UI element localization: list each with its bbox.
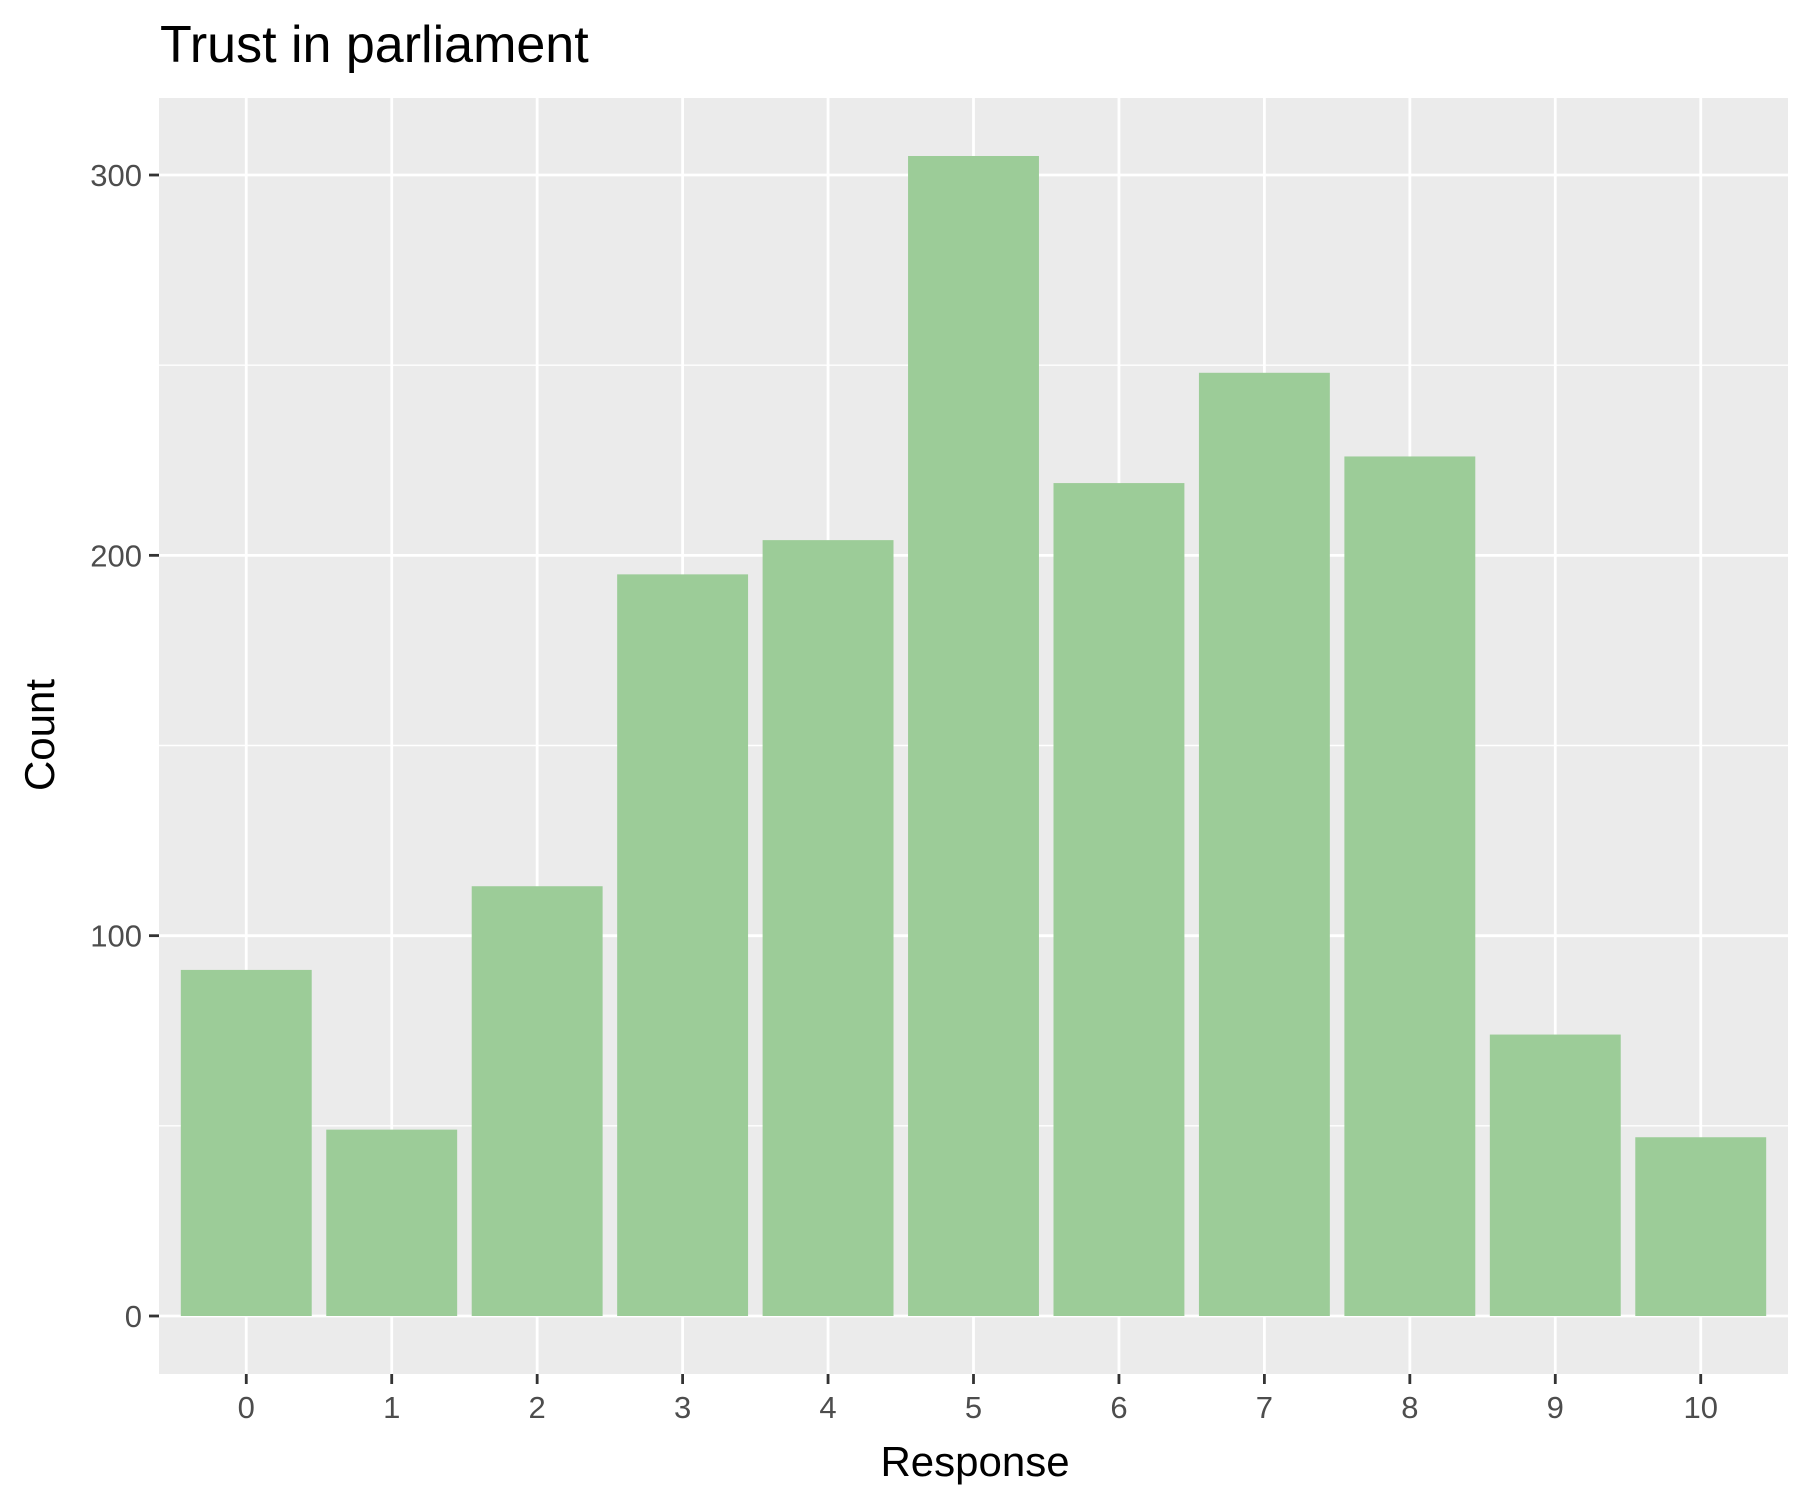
x-tick-label: 1 bbox=[383, 1390, 400, 1425]
x-tick-label: 6 bbox=[1110, 1390, 1127, 1425]
bar-9 bbox=[1489, 1034, 1621, 1316]
y-tick-label: 300 bbox=[90, 158, 142, 193]
bar-2 bbox=[471, 886, 603, 1316]
y-tick-label: 100 bbox=[90, 919, 142, 954]
y-tick-label: 200 bbox=[90, 538, 142, 573]
x-tick-label: 7 bbox=[1256, 1390, 1273, 1425]
x-tick-label: 3 bbox=[674, 1390, 691, 1425]
x-tick-label: 0 bbox=[238, 1390, 255, 1425]
x-axis: 0 1 2 3 4 5 6 7 8 9 10 bbox=[238, 1374, 1718, 1425]
x-tick-label: 2 bbox=[529, 1390, 546, 1425]
bar-1 bbox=[326, 1129, 458, 1316]
bar-0 bbox=[180, 969, 312, 1316]
bar-5 bbox=[908, 156, 1039, 1316]
y-axis: 0 100 200 300 bbox=[90, 158, 159, 1334]
x-tick-label: 10 bbox=[1683, 1390, 1717, 1425]
x-axis-title: Response bbox=[880, 1438, 1069, 1485]
x-tick-label: 9 bbox=[1547, 1390, 1564, 1425]
x-tick-label: 5 bbox=[965, 1390, 982, 1425]
x-tick-label: 8 bbox=[1401, 1390, 1418, 1425]
chart-title: Trust in parliament bbox=[160, 16, 589, 74]
x-tick-label: 4 bbox=[819, 1390, 836, 1425]
bar-10 bbox=[1635, 1137, 1767, 1316]
bar-8 bbox=[1344, 456, 1476, 1317]
y-axis-title: Count bbox=[16, 679, 63, 791]
y-tick-label: 0 bbox=[125, 1299, 142, 1334]
bar-4 bbox=[762, 540, 894, 1316]
bar-3 bbox=[617, 574, 749, 1316]
bars bbox=[180, 156, 1767, 1317]
bar-6 bbox=[1053, 483, 1185, 1316]
bar-7 bbox=[1198, 372, 1330, 1317]
